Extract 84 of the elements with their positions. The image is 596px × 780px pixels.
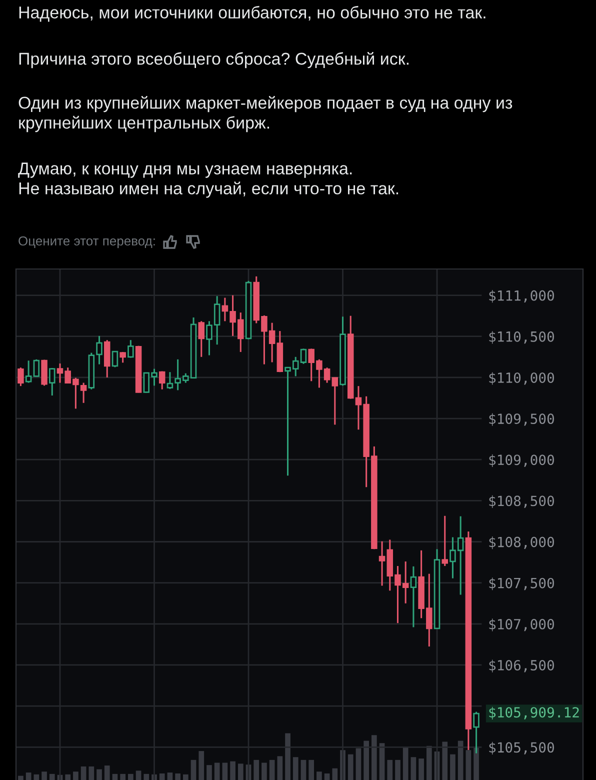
candlestick (442, 515, 448, 567)
bar (198, 751, 204, 780)
candlestick (104, 339, 110, 378)
bar (120, 774, 126, 780)
bar (277, 756, 283, 780)
bar (262, 762, 267, 780)
bar (348, 754, 354, 780)
bar (96, 769, 102, 780)
text: Оцените этот перевод: (18, 236, 155, 248)
text: Один из крупнейших маркет-мейкеров подает в суд на одну из крупнейших центральных бирж. (18, 96, 512, 132)
text: Причина этого всеобщего сброса? Судебный иск. (19, 52, 408, 68)
bar (466, 750, 472, 780)
bar (450, 754, 456, 780)
bar (269, 760, 275, 780)
candlestick (112, 350, 118, 368)
candlestick (41, 359, 48, 386)
candlestick (25, 360, 32, 384)
bar (316, 772, 322, 780)
bar (418, 758, 424, 780)
bar (238, 764, 244, 780)
bar (410, 757, 416, 780)
bar (26, 772, 32, 780)
bar (112, 774, 118, 780)
bar (356, 748, 362, 780)
bar (222, 762, 228, 780)
bar (73, 772, 78, 780)
y-tick-label: $109,000 (489, 454, 554, 467)
bar (324, 773, 330, 780)
y-tick-label: $105,500 (489, 742, 554, 754)
candlestick (332, 376, 338, 426)
bar (88, 766, 94, 780)
bar (65, 774, 71, 780)
bar (42, 772, 47, 780)
y-tick-label: $108,500 (489, 495, 554, 508)
bar (206, 765, 212, 780)
text: Думаю, к концу дня мы узнаем наверняка. Не называю имен на случай, если что-то не так. (18, 162, 398, 198)
bar (474, 748, 479, 780)
candlestick (33, 358, 40, 378)
bar (167, 772, 173, 780)
y-tick-label: $109,500 (489, 413, 554, 426)
bar (144, 774, 150, 780)
bar (300, 760, 306, 780)
candlestick (128, 339, 134, 358)
bar (332, 768, 338, 780)
bar (285, 733, 290, 780)
y-tick-label: $110,500 (489, 331, 554, 344)
candlestick (198, 320, 204, 358)
bar (104, 766, 110, 780)
bar (182, 774, 188, 780)
bar (379, 743, 385, 780)
candlestick (410, 566, 417, 628)
bar (80, 766, 86, 780)
y-tick-label: $108,000 (489, 536, 554, 550)
bar (190, 760, 196, 780)
y-tick-label: $106,500 (489, 660, 554, 672)
candlestick (80, 382, 87, 404)
bar (128, 774, 134, 780)
bar (372, 735, 377, 780)
y-tick-label: $110,000 (489, 372, 554, 385)
bar (214, 762, 220, 780)
bar (49, 774, 55, 780)
candlestick (49, 367, 56, 396)
bar (308, 760, 314, 780)
bar (387, 760, 393, 780)
bar (292, 757, 298, 780)
candlestick (378, 540, 386, 586)
y-tick-label: $111,000 (489, 290, 554, 303)
candlestick (18, 366, 24, 387)
bar (426, 746, 432, 780)
chart-title: Надеюсь, мои источники ошибаются, но обычно это не так. (19, 6, 486, 22)
bar (395, 760, 400, 780)
bar (34, 774, 40, 780)
bar (230, 761, 236, 780)
bar (442, 742, 448, 780)
bar (402, 747, 408, 780)
y-tick-label: $107,500 (489, 578, 554, 590)
bar (254, 760, 260, 780)
y-tick-label: $107,000 (489, 618, 554, 632)
text: $105,909.12 (489, 706, 579, 720)
bar (136, 770, 142, 780)
bar (159, 773, 165, 780)
bar (364, 740, 369, 780)
bar (175, 773, 180, 780)
candlestick (158, 370, 166, 390)
